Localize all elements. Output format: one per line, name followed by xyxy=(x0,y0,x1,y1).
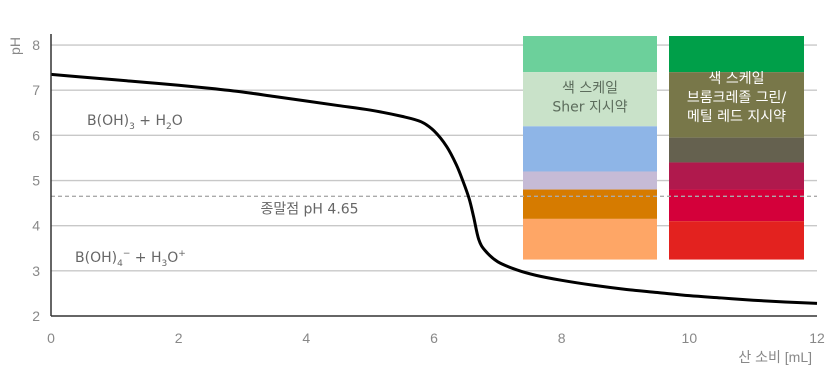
color-band xyxy=(523,171,657,190)
color-band xyxy=(669,137,804,163)
color-band xyxy=(669,162,804,190)
x-tick-label: 6 xyxy=(430,330,438,346)
color-scale-label: Sher 지시약 xyxy=(552,100,627,116)
color-band xyxy=(669,36,804,73)
y-axis-label: pH xyxy=(7,37,23,55)
x-tick-label: 0 xyxy=(47,330,55,346)
grid-lines xyxy=(51,44,817,272)
y-tick-label: 5 xyxy=(32,173,40,189)
color-band xyxy=(669,189,804,222)
x-tick-label: 10 xyxy=(682,330,698,346)
color-band xyxy=(523,189,657,219)
y-tick-label: 2 xyxy=(32,308,40,324)
x-tick-label: 4 xyxy=(302,330,310,346)
titration-curve xyxy=(50,72,818,305)
x-tick-label: 2 xyxy=(175,330,183,346)
color-band xyxy=(523,126,657,172)
y-tick-label: 3 xyxy=(32,263,40,279)
axes xyxy=(50,34,817,317)
color-band xyxy=(523,72,657,127)
endpoint-label: 종말점 pH 4.65 xyxy=(260,201,358,217)
y-tick-label: 4 xyxy=(32,218,40,234)
y-tick-label: 7 xyxy=(32,82,40,98)
color-scale-label: 메틸 레드 지시약 xyxy=(687,109,786,125)
color-band xyxy=(523,218,657,260)
color-scale-label: 색 스케일 xyxy=(562,81,618,97)
y-tick-label: 8 xyxy=(32,37,40,53)
y-tick-label: 6 xyxy=(32,127,40,143)
color-scale-label: 브롬크레졸 그린/ xyxy=(687,90,787,106)
x-tick-label: 8 xyxy=(558,330,566,346)
x-axis-label: 산 소비 [mL] xyxy=(738,349,812,365)
lower-species-annotation: B(OH)4− + H3O+ xyxy=(75,249,186,269)
color-band xyxy=(669,72,804,138)
upper-species-annotation: B(OH)3 + H2O xyxy=(87,113,183,132)
x-tick-label: 12 xyxy=(809,330,825,346)
color-band xyxy=(669,221,804,260)
color-scale-label: 색 스케일 xyxy=(709,71,765,87)
color-band xyxy=(523,36,657,73)
